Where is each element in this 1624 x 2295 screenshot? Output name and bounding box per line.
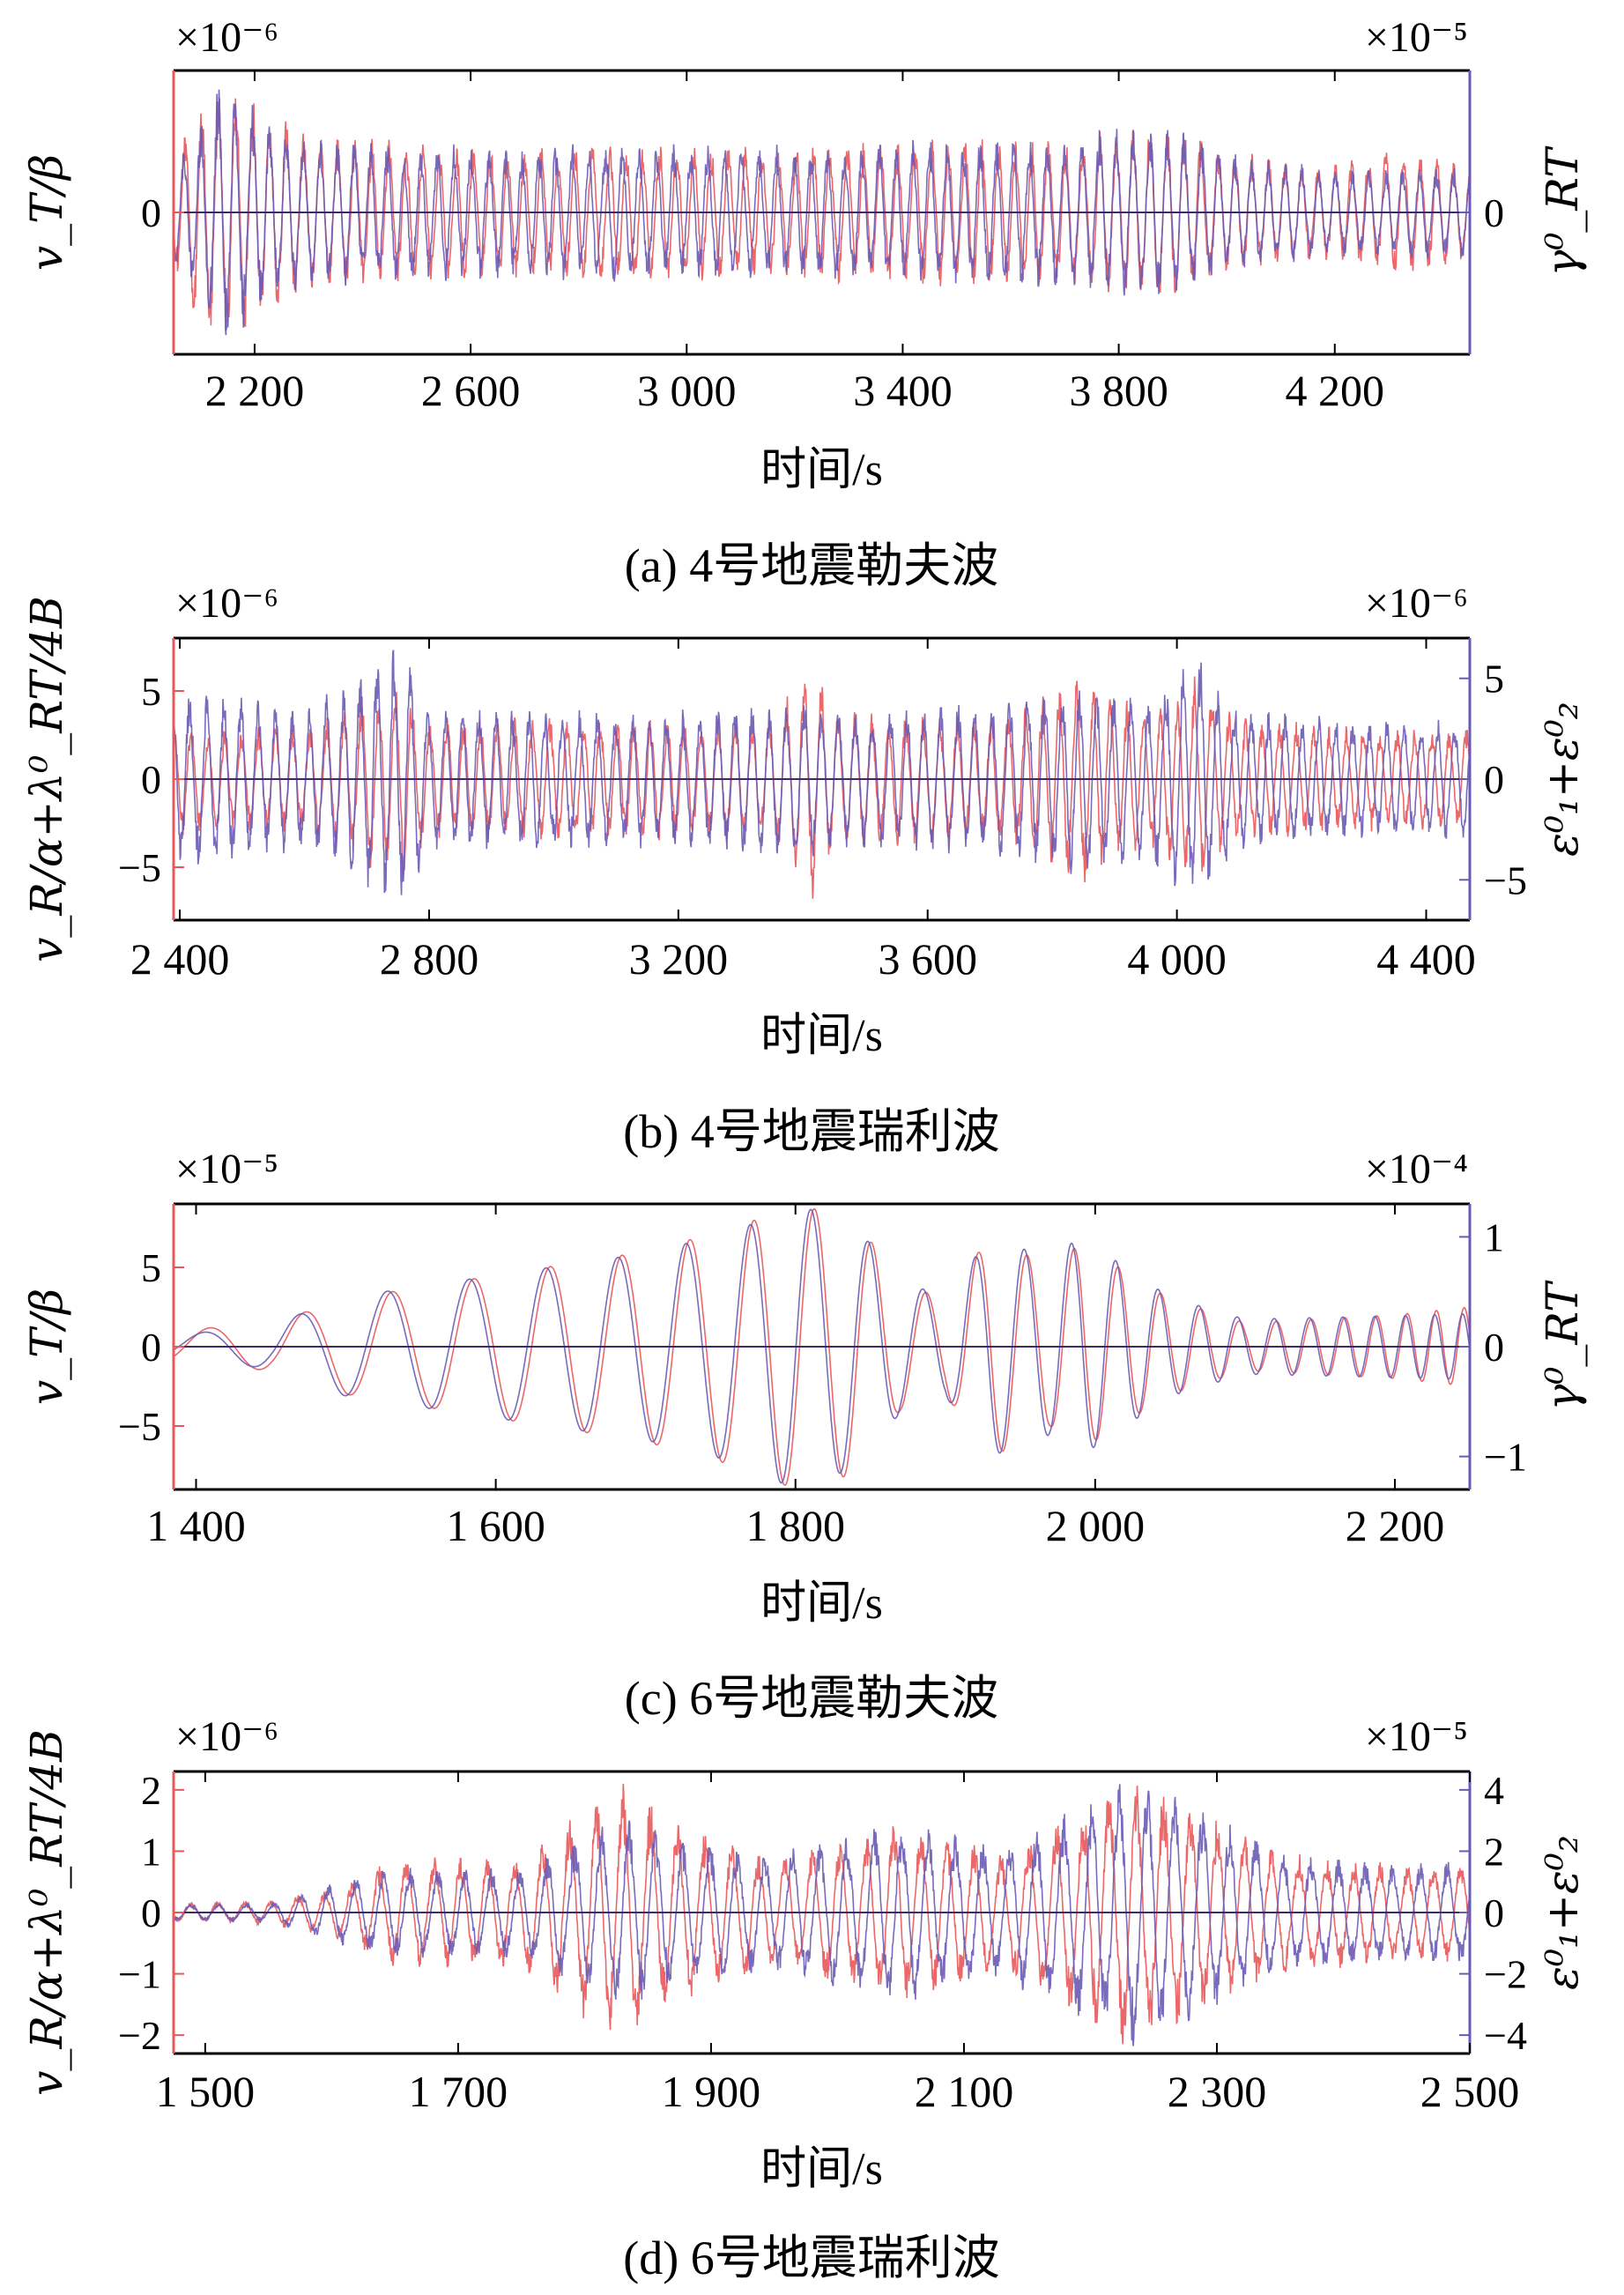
- series-line-right: [174, 1784, 1470, 2046]
- x-tick-label: 3 000: [637, 366, 737, 415]
- x-tick-label: 2 400: [130, 934, 230, 984]
- y-tick-label-left: 0: [141, 1325, 161, 1370]
- scale-factor-right: ×10⁻⁵: [1365, 1713, 1468, 1760]
- figure-caption: (b) 4号地震瑞利波: [623, 1105, 999, 1158]
- figure-caption: (a) 4号地震勒夫波: [625, 539, 998, 592]
- x-tick-label: 2 800: [380, 934, 479, 984]
- scale-factor-left: ×10⁻⁶: [175, 1713, 278, 1760]
- x-tick-label: 4 200: [1286, 366, 1385, 415]
- x-axis-label: 时间/s: [760, 1578, 883, 1629]
- scale-factor-right: ×10⁻⁴: [1365, 1146, 1468, 1192]
- scale-factor-left: ×10⁻⁵: [175, 1146, 278, 1192]
- y-tick-label-right: −5: [1484, 858, 1527, 902]
- x-tick-label: 4 000: [1127, 934, 1227, 984]
- x-tick-label: 2 100: [915, 2067, 1014, 2116]
- x-tick-label: 3 800: [1069, 366, 1168, 415]
- y-tick-label-left: 2: [141, 1768, 161, 1813]
- y-tick-label-left: 0: [141, 1890, 161, 1935]
- y-axis-label-right: ε⁰₁+ε⁰₂: [1537, 1835, 1588, 1990]
- y-tick-label-left: 1: [141, 1829, 161, 1874]
- y-tick-label-right: 4: [1484, 1768, 1504, 1813]
- y-tick-label-right: 0: [1484, 757, 1504, 802]
- figure-caption: (c) 6号地震勒夫波: [625, 1672, 998, 1725]
- y-tick-label-right: −2: [1484, 1952, 1527, 1997]
- series-line-right: [174, 89, 1470, 336]
- y-tick-label-right: −4: [1484, 2013, 1527, 2058]
- y-tick-label-left: −5: [118, 845, 161, 890]
- y-tick-label-left: −1: [118, 1952, 161, 1997]
- y-axis-label-left: v_R/α+λ⁰_RT/4B: [21, 596, 72, 962]
- series-line-left: [174, 1783, 1470, 2045]
- y-axis-label-right: ε⁰₁+ε⁰₂: [1537, 702, 1588, 857]
- x-tick-label: 2 500: [1420, 2067, 1520, 2116]
- scale-factor-left: ×10⁻⁶: [175, 14, 278, 61]
- chart-panel-a: 2 200 2 600 3 000 3 400 3 800 4 200 0 0 ×10⁻⁶ ×10…: [21, 14, 1588, 592]
- x-axis-label: 时间/s: [760, 1011, 883, 1061]
- series-line-left: [174, 1207, 1470, 1486]
- x-tick-label: 4 400: [1376, 934, 1476, 984]
- y-tick-label-left: 5: [141, 669, 161, 714]
- y-axis-label-left: v_T/β: [21, 1289, 72, 1405]
- series-line-left: [174, 98, 1470, 331]
- chart-panel-d: 1 500 1 700 1 900 2 100 2 300 2 500 −2 −1 0 1 2 −4 −…: [21, 1713, 1588, 2284]
- scale-factor-left: ×10⁻⁶: [175, 580, 278, 627]
- x-tick-label: 3 200: [629, 934, 729, 984]
- x-tick-label: 1 700: [409, 2067, 508, 2116]
- y-tick-label-left: 5: [141, 1245, 161, 1290]
- x-tick-label: 1 400: [146, 1501, 246, 1550]
- x-tick-label: 3 400: [853, 366, 953, 415]
- y-tick-label-right: 5: [1484, 657, 1504, 702]
- x-tick-label: 1 500: [156, 2067, 256, 2116]
- y-tick-label-right: 2: [1484, 1829, 1504, 1874]
- series-line-right: [174, 1208, 1470, 1484]
- scale-factor-right: ×10⁻⁶: [1365, 580, 1468, 627]
- y-tick-label-left: 0: [141, 190, 161, 235]
- y-axis-label-right: γ⁰_RT: [1537, 145, 1588, 277]
- x-axis-label: 时间/s: [760, 445, 883, 495]
- figure-caption: (d) 6号地震瑞利波: [623, 2232, 999, 2284]
- x-axis-label: 时间/s: [760, 2144, 883, 2195]
- x-tick-label: 2 200: [1346, 1501, 1445, 1550]
- scale-factor-right: ×10⁻⁵: [1365, 14, 1468, 61]
- x-tick-label: 2 000: [1046, 1501, 1146, 1550]
- y-tick-label-right: 0: [1484, 190, 1504, 235]
- y-axis-label-left: v_T/β: [21, 154, 72, 271]
- y-tick-label-right: 0: [1484, 1890, 1504, 1935]
- x-tick-label: 3 600: [878, 934, 977, 984]
- x-tick-label: 1 900: [662, 2067, 761, 2116]
- y-tick-label-left: 0: [141, 757, 161, 802]
- x-tick-label: 1 800: [745, 1501, 845, 1550]
- y-axis-label-right: γ⁰_RT: [1537, 1280, 1588, 1411]
- y-axis-label-left: v_R/α+λ⁰_RT/4B: [21, 1729, 72, 2096]
- y-tick-label-right: 1: [1484, 1214, 1504, 1259]
- chart-panel-b: 2 400 2 800 3 200 3 600 4 000 4 400−505−505×1…: [21, 580, 1588, 1158]
- series-line-right: [174, 650, 1470, 895]
- x-tick-label: 1 600: [446, 1501, 545, 1550]
- x-tick-label: 2 200: [205, 366, 305, 415]
- chart-panel-c: 1 400 1 600 1 800 2 000 2 200 −5 0 5 −1 0 1 ×10⁻⁵ ×1…: [21, 1146, 1588, 1725]
- y-tick-label-right: −1: [1484, 1435, 1527, 1480]
- x-tick-label: 2 300: [1168, 2067, 1267, 2116]
- y-tick-label-left: −2: [118, 2013, 161, 2058]
- y-tick-label-right: 0: [1484, 1325, 1504, 1370]
- x-tick-label: 2 600: [421, 366, 521, 415]
- y-tick-label-left: −5: [118, 1404, 161, 1449]
